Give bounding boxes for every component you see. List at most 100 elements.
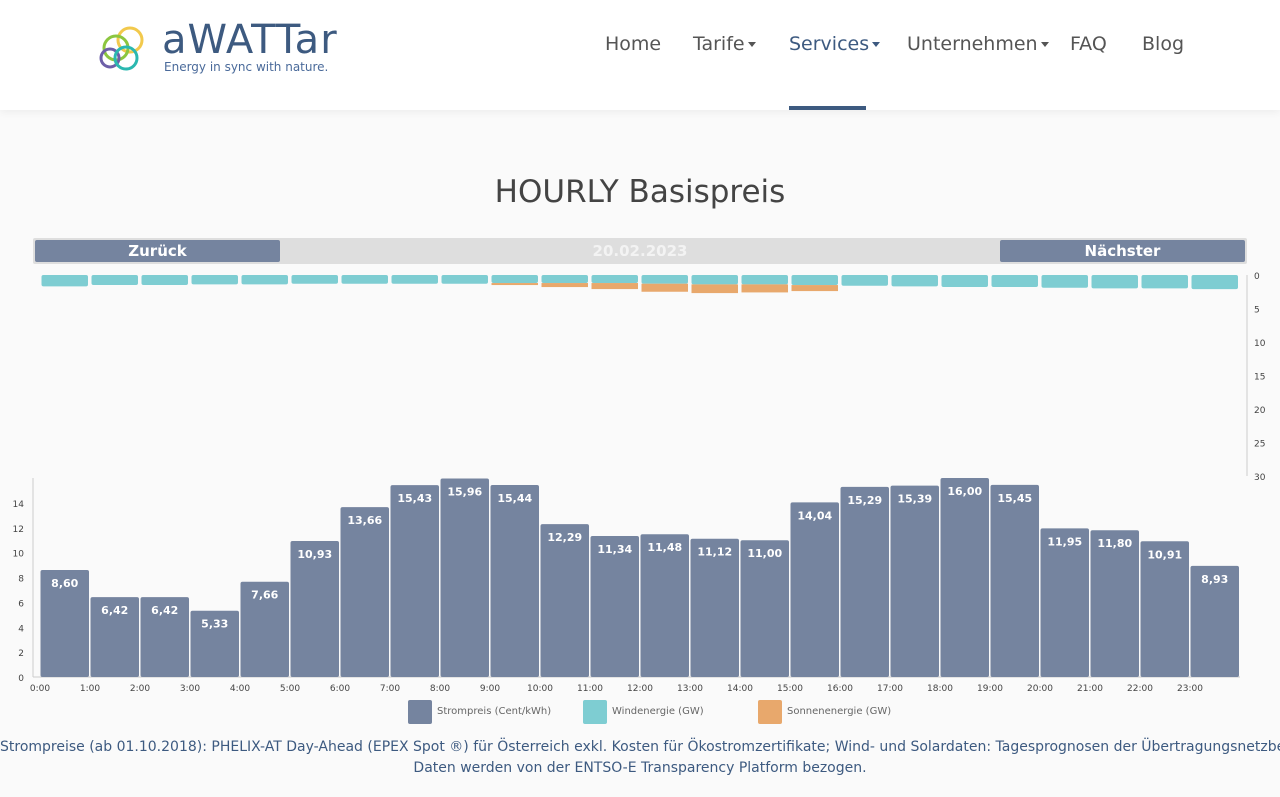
price-data-label: 11,48 bbox=[647, 541, 682, 554]
price-bar bbox=[440, 478, 489, 677]
legend-swatch-strompreis bbox=[408, 700, 432, 724]
price-bar bbox=[1090, 530, 1139, 677]
x-tick-label: 17:00 bbox=[877, 684, 903, 694]
chart-legend: Strompreis (Cent/kWh) Windenergie (GW) S… bbox=[408, 700, 928, 724]
wind-bar bbox=[391, 275, 438, 284]
price-bar bbox=[1040, 528, 1089, 677]
price-data-label: 15,45 bbox=[997, 492, 1032, 505]
x-tick-label: 7:00 bbox=[380, 684, 400, 694]
wind-bar bbox=[991, 275, 1038, 288]
legend-swatch-wind bbox=[583, 700, 607, 724]
price-bar bbox=[290, 541, 339, 677]
chevron-down-icon bbox=[747, 42, 756, 47]
x-tick-label: 4:00 bbox=[230, 684, 250, 694]
solar-bar bbox=[491, 283, 538, 286]
next-day-button[interactable]: Nächster bbox=[1000, 240, 1245, 262]
price-data-label: 11,80 bbox=[1097, 537, 1132, 550]
wind-bar bbox=[241, 275, 288, 285]
legend-label-strompreis: Strompreis (Cent/kWh) bbox=[437, 706, 552, 717]
page-title: HOURLY Basispreis bbox=[494, 174, 786, 210]
x-tick-label: 20:00 bbox=[1027, 684, 1053, 694]
chevron-down-icon bbox=[872, 42, 881, 47]
x-tick-label: 6:00 bbox=[330, 684, 350, 694]
price-data-label: 15,29 bbox=[847, 494, 882, 507]
wind-bar bbox=[341, 275, 388, 284]
x-tick-label: 1:00 bbox=[80, 684, 100, 694]
price-data-label: 11,34 bbox=[597, 543, 632, 556]
price-bar bbox=[990, 484, 1039, 677]
price-bar bbox=[790, 502, 839, 677]
y-tick-label: 14 bbox=[13, 500, 25, 510]
wind-bar bbox=[841, 275, 888, 286]
price-bar bbox=[1190, 565, 1239, 677]
legend-label-solar: Sonnenenergie (GW) bbox=[787, 706, 892, 717]
solar-bar bbox=[791, 285, 838, 292]
nav-home[interactable]: Home bbox=[605, 33, 661, 55]
x-tick-label: 5:00 bbox=[280, 684, 300, 694]
brand-logo[interactable]: aWATTar Energy in sync with nature. bbox=[96, 18, 337, 88]
nav-blog[interactable]: Blog bbox=[1142, 33, 1184, 55]
solar-bar bbox=[541, 283, 588, 288]
wind-bar bbox=[741, 275, 788, 285]
site-header: aWATTar Energy in sync with nature. Home… bbox=[0, 0, 1280, 110]
price-bar bbox=[340, 507, 389, 677]
y-tick-label: 8 bbox=[18, 575, 24, 585]
footer-line-2: Daten werden von der ENTSO-E Transparenc… bbox=[413, 760, 867, 776]
nav-home-label: Home bbox=[605, 33, 662, 55]
wind-bar bbox=[191, 275, 238, 285]
wind-bar bbox=[641, 275, 688, 284]
y-tick-label: 0 bbox=[18, 674, 24, 684]
x-tick-label: 10:00 bbox=[527, 684, 553, 694]
wind-bar bbox=[1191, 275, 1238, 290]
nav-tarife-label: Tarife bbox=[693, 33, 745, 55]
wind-bar bbox=[941, 275, 988, 288]
logo-circles-icon bbox=[99, 26, 144, 71]
x-tick-label: 12:00 bbox=[627, 684, 653, 694]
wind-bar bbox=[141, 275, 188, 286]
legend-swatch-solar bbox=[758, 700, 782, 724]
solar-bar bbox=[641, 283, 688, 292]
nav-active-indicator bbox=[789, 106, 866, 110]
y-tick-label: 10 bbox=[13, 550, 25, 560]
x-tick-label: 8:00 bbox=[430, 684, 450, 694]
x-tick-label: 13:00 bbox=[677, 684, 703, 694]
wind-bar bbox=[691, 275, 738, 285]
x-tick-label: 19:00 bbox=[977, 684, 1003, 694]
x-tick-label: 18:00 bbox=[927, 684, 953, 694]
x-tick-label: 9:00 bbox=[480, 684, 500, 694]
wind-bar bbox=[891, 275, 938, 287]
nav-services-label: Services bbox=[789, 33, 870, 55]
price-data-label: 12,29 bbox=[547, 531, 582, 544]
nav-services[interactable]: Services bbox=[789, 33, 881, 55]
nav-faq[interactable]: FAQ bbox=[1070, 33, 1107, 55]
x-tick-label: 15:00 bbox=[777, 684, 803, 694]
nav-tarife[interactable]: Tarife bbox=[693, 33, 756, 55]
price-bar bbox=[590, 535, 639, 677]
price-bar bbox=[190, 610, 239, 677]
price-bar bbox=[240, 581, 289, 677]
data-source-note: Strompreise (ab 01.10.2018): PHELIX-AT D… bbox=[0, 737, 1280, 779]
y-tick-label: 12 bbox=[13, 525, 24, 535]
price-bar bbox=[390, 485, 439, 677]
nav-unternehmen-label: Unternehmen bbox=[907, 33, 1038, 55]
price-bar bbox=[140, 597, 189, 677]
prev-day-button[interactable]: Zurück bbox=[35, 240, 280, 262]
price-data-label: 7,66 bbox=[251, 589, 278, 602]
wind-bar bbox=[91, 275, 138, 286]
price-data-label: 5,33 bbox=[201, 618, 228, 631]
price-data-label: 15,39 bbox=[897, 493, 932, 506]
nav-unternehmen[interactable]: Unternehmen bbox=[907, 33, 1049, 55]
nav-faq-label: FAQ bbox=[1070, 33, 1107, 55]
price-bar bbox=[90, 597, 139, 677]
x-tick-label: 14:00 bbox=[727, 684, 753, 694]
wind-bar bbox=[441, 275, 488, 284]
price-data-label: 8,60 bbox=[51, 577, 78, 590]
x-tick-label: 22:00 bbox=[1127, 684, 1153, 694]
y-tick-label: 6 bbox=[18, 599, 24, 609]
chevron-down-icon bbox=[1040, 42, 1049, 47]
price-data-label: 8,93 bbox=[1201, 573, 1228, 586]
price-bar bbox=[1140, 541, 1189, 677]
x-tick-label: 23:00 bbox=[1177, 684, 1203, 694]
wind-bar bbox=[41, 275, 88, 287]
price-data-label: 10,91 bbox=[1147, 548, 1182, 561]
